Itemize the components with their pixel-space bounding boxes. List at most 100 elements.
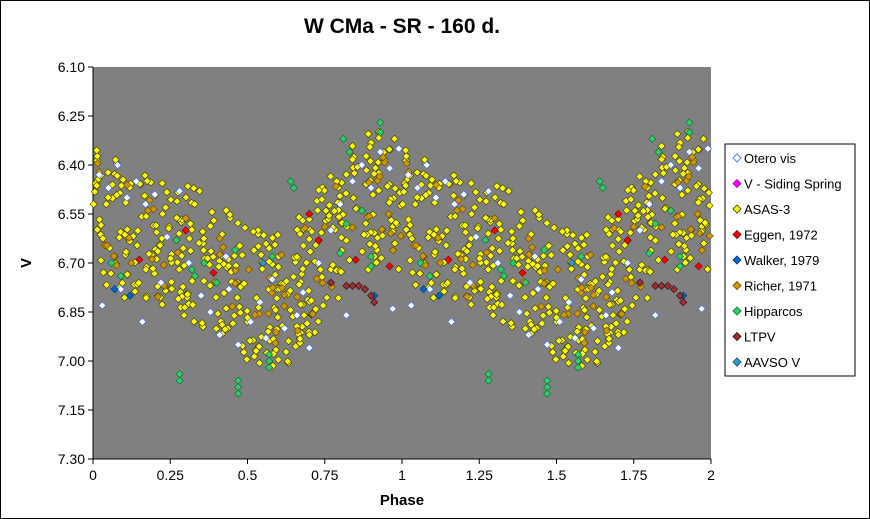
data-point-hipparcos — [286, 177, 295, 186]
data-point-asas-3 — [317, 195, 326, 204]
data-point-richer-1971 — [602, 292, 611, 301]
data-point-richer-1971 — [145, 196, 154, 205]
data-point-asas-3 — [438, 232, 447, 241]
data-point-otero-vis — [357, 160, 366, 170]
data-point-richer-1971 — [640, 182, 649, 191]
data-point-asas-3 — [365, 143, 374, 152]
data-point-asas-3 — [619, 328, 628, 337]
data-point-asas-3 — [330, 207, 339, 216]
legend-marker — [732, 153, 742, 163]
data-point-asas-3 — [496, 225, 505, 234]
data-point-asas-3 — [631, 293, 640, 302]
data-point-otero-vis — [577, 275, 586, 284]
data-point-asas-3 — [539, 251, 548, 260]
data-point-richer-1971 — [587, 283, 596, 292]
data-point-otero-vis — [697, 304, 706, 313]
data-point-asas-3 — [368, 190, 377, 199]
data-point-asas-3 — [668, 230, 678, 239]
data-point-hipparcos — [367, 252, 376, 261]
data-point-otero-vis — [685, 147, 694, 156]
legend-marker — [732, 255, 742, 265]
data-point-asas-3 — [307, 296, 316, 305]
data-point-hipparcos — [484, 376, 493, 385]
data-point-asas-3 — [422, 171, 431, 180]
data-point-asas-3 — [561, 346, 570, 355]
data-point-asas-3 — [694, 145, 703, 154]
data-point-hipparcos — [172, 236, 181, 245]
data-point-asas-3 — [190, 200, 199, 209]
data-point-asas-3 — [311, 305, 320, 314]
data-point-asas-3 — [342, 170, 351, 179]
data-point-hipparcos — [651, 219, 660, 228]
ticks: 0 0.25 0.5 0.75 1 1.25 1.5 1.75 2 6.10 6.25 6.40 6.5… — [58, 59, 715, 483]
legend-label: V - Siding Spring — [744, 177, 842, 192]
data-point-asas-3 — [683, 158, 692, 167]
data-point-asas-3 — [305, 235, 314, 244]
data-point-ltpv — [669, 285, 678, 294]
y-tick-label: 6.25 — [58, 108, 85, 124]
data-point-richer-1971 — [689, 158, 698, 167]
data-point-richer-1971 — [673, 178, 682, 187]
data-point-asas-3 — [175, 265, 184, 274]
data-point-richer-1971 — [300, 224, 309, 233]
data-point-asas-3 — [583, 355, 592, 364]
data-point-otero-vis — [635, 226, 644, 235]
data-point-asas-3 — [213, 309, 222, 318]
data-point-hipparcos — [509, 258, 518, 268]
data-point-asas-3 — [221, 325, 230, 334]
data-point-asas-3 — [195, 187, 204, 196]
data-point-asas-3 — [681, 258, 690, 267]
data-point-asas-3 — [531, 304, 540, 313]
data-point-richer-1971 — [528, 243, 537, 252]
data-point-asas-3 — [319, 301, 328, 310]
x-tick-label: 2 — [707, 467, 715, 483]
data-point-hipparcos — [376, 118, 385, 127]
data-point-asas-3 — [453, 249, 462, 258]
data-point-asas-3 — [97, 221, 106, 230]
data-point-asas-3 — [361, 219, 370, 228]
data-point-asas-3 — [134, 278, 143, 287]
data-point-asas-3 — [102, 200, 111, 209]
data-point-asas-3 — [699, 239, 708, 248]
data-point-ltpv — [663, 281, 672, 290]
data-point-richer-1971 — [125, 233, 134, 242]
data-point-asas-3 — [498, 184, 507, 193]
data-point-asas-3 — [212, 324, 221, 333]
data-point-asas-3 — [497, 276, 506, 285]
data-point-asas-3 — [413, 193, 422, 202]
data-point-asas-3 — [224, 261, 233, 270]
data-point-asas-3 — [417, 180, 426, 189]
data-point-asas-3 — [451, 293, 460, 302]
data-point-asas-3 — [242, 355, 251, 364]
data-point-asas-3 — [345, 256, 354, 265]
data-point-asas-3 — [164, 224, 173, 233]
data-point-otero-vis — [280, 324, 289, 333]
data-point-asas-3 — [150, 269, 159, 278]
data-point-asas-3 — [166, 195, 175, 204]
data-point-richer-1971 — [602, 326, 611, 335]
data-point-asas-3 — [701, 218, 710, 227]
data-point-asas-3 — [564, 358, 573, 367]
data-point-asas-3 — [461, 221, 470, 230]
data-point-richer-1971 — [454, 196, 463, 205]
data-point-asas-3 — [705, 201, 714, 210]
data-point-asas-3 — [270, 240, 280, 249]
chart-title: W CMa - SR - 160 d. — [304, 15, 500, 38]
data-point-asas-3 — [601, 252, 610, 261]
data-point-asas-3 — [647, 210, 657, 219]
data-point-asas-3 — [467, 209, 476, 219]
data-point-ltpv — [657, 281, 666, 290]
data-point-otero-vis — [676, 183, 685, 192]
data-point-asas-3 — [190, 317, 199, 326]
data-point-asas-3 — [415, 269, 424, 278]
data-point-asas-3 — [297, 270, 306, 279]
data-point-otero-vis — [246, 317, 255, 326]
data-point-asas-3 — [183, 290, 192, 299]
data-point-asas-3 — [300, 311, 309, 320]
data-point-asas-3 — [607, 264, 616, 273]
data-point-asas-3 — [544, 241, 553, 250]
data-point-richer-1971 — [215, 234, 224, 243]
data-point-asas-3 — [574, 257, 583, 266]
data-point-asas-3 — [385, 198, 394, 207]
data-point-otero-vis — [614, 343, 623, 352]
